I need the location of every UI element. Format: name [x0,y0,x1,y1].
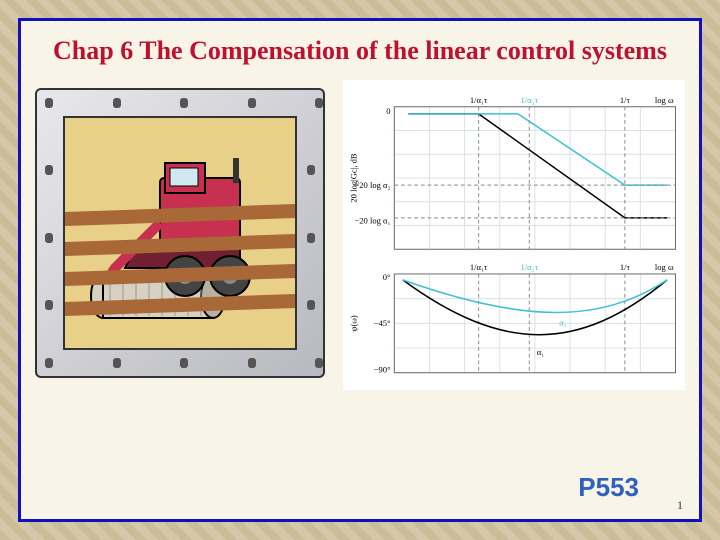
svg-text:−45°: −45° [374,318,391,328]
slide-title: Chap 6 The Compensation of the linear co… [35,35,685,68]
svg-text:α₂: α₂ [559,317,566,327]
svg-text:−20 log α₁: −20 log α₁ [354,215,390,225]
svg-text:1/α₂τ: 1/α₂τ [521,262,539,272]
content-row: 1/α₁τ 1/α₂τ 1/τ log ω 0 −20 log α₂ −20 log α₁ 2… [35,80,685,420]
page-reference: P553 [578,472,639,503]
slide-frame: Chap 6 The Compensation of the linear co… [18,18,702,522]
page-number: 1 [677,498,683,513]
rivet [113,98,121,108]
rivet [45,300,53,310]
svg-text:0°: 0° [383,271,391,281]
svg-text:φ(ω): φ(ω) [348,315,358,331]
rivet [180,358,188,368]
svg-text:1/α₁τ: 1/α₁τ [470,94,488,104]
svg-text:log ω: log ω [655,262,674,272]
bode-plot: 1/α₁τ 1/α₂τ 1/τ log ω 0 −20 log α₂ −20 log α₁ 2… [343,80,685,390]
svg-text:1/τ: 1/τ [620,94,631,104]
rivet [307,165,315,175]
rivet [45,165,53,175]
svg-text:log ω: log ω [655,94,674,104]
rivet [113,358,121,368]
svg-text:0: 0 [386,105,390,115]
rivet [315,358,323,368]
svg-text:−90°: −90° [374,364,391,374]
rivet [45,358,53,368]
svg-text:1/α₂τ: 1/α₂τ [521,94,539,104]
rivet [248,358,256,368]
rivet [315,98,323,108]
svg-text:1/α₁τ: 1/α₁τ [470,262,488,272]
rivet [248,98,256,108]
rivet [307,300,315,310]
svg-text:−20 log α₂: −20 log α₂ [354,179,390,189]
svg-text:α₁: α₁ [537,346,544,356]
svg-text:1/τ: 1/τ [620,262,631,272]
rivet [307,233,315,243]
rivet [180,98,188,108]
illustration-frame [35,88,325,378]
svg-text:20 log|Gc|, dB: 20 log|Gc|, dB [348,153,358,203]
illustration-inner [63,116,297,350]
rivet [45,98,53,108]
rivet [45,233,53,243]
